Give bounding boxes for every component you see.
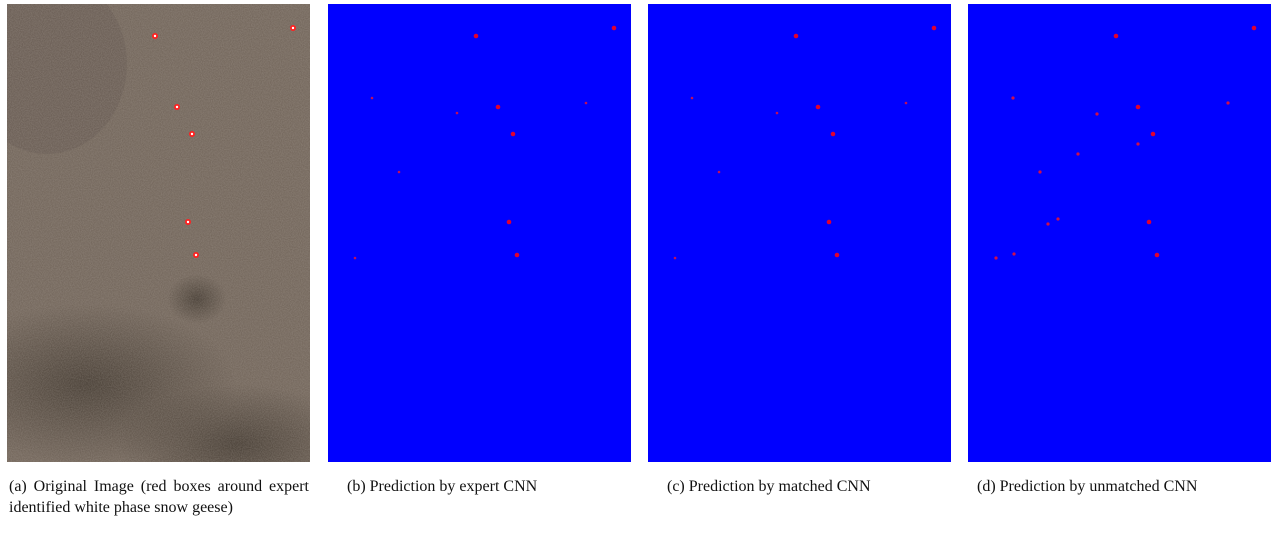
figure: (a) Original Image (red boxes around exp… — [0, 0, 1274, 546]
detection-dot — [1056, 217, 1059, 220]
detection-dot — [354, 257, 357, 260]
detection-dot — [456, 112, 459, 115]
detection-dot — [612, 26, 617, 31]
detection-dot — [905, 102, 908, 105]
detection-dot — [507, 220, 512, 225]
detection-dot — [195, 254, 197, 256]
caption: (d) Prediction by unmatched CNN — [977, 476, 1271, 497]
caption: (c) Prediction by matched CNN — [667, 476, 967, 497]
detection-dot — [816, 105, 821, 110]
detection-dot — [191, 133, 193, 135]
detection-dot — [835, 253, 840, 258]
prediction-map — [648, 4, 951, 462]
detection-dot — [515, 253, 520, 258]
prediction-image — [968, 4, 1271, 462]
detection-dot — [1076, 152, 1079, 155]
caption: (a) Original Image (red boxes around exp… — [9, 476, 309, 518]
detection-dot — [154, 35, 156, 37]
caption: (b) Prediction by expert CNN — [347, 476, 647, 497]
detection-dot — [1012, 252, 1015, 255]
aerial-photo — [7, 4, 310, 462]
detection-dot — [1136, 105, 1141, 110]
detection-dot — [718, 171, 721, 174]
detection-dot — [1155, 253, 1160, 258]
detection-dot — [994, 256, 997, 259]
detection-dot — [398, 171, 401, 174]
detection-dot — [831, 132, 836, 137]
detection-dot — [1011, 96, 1014, 99]
detection-dot — [292, 27, 294, 29]
detection-dot — [1252, 26, 1257, 31]
detection-dot — [1095, 112, 1098, 115]
prediction-map — [968, 4, 1271, 462]
prediction-map — [328, 4, 631, 462]
detection-dot — [932, 26, 937, 31]
detection-dot — [691, 97, 694, 100]
detection-dot — [1114, 34, 1119, 39]
prediction-image — [648, 4, 951, 462]
detection-dot — [827, 220, 832, 225]
detection-dot — [1226, 101, 1229, 104]
detection-dot — [674, 257, 677, 260]
prediction-image — [328, 4, 631, 462]
detection-dot — [1136, 142, 1139, 145]
detection-dot — [585, 102, 588, 105]
original-image — [7, 4, 310, 462]
detection-dot — [496, 105, 501, 110]
detection-dot — [511, 132, 516, 137]
detection-dot — [1147, 220, 1152, 225]
detection-dot — [1038, 170, 1041, 173]
detection-dot — [474, 34, 479, 39]
detection-dot — [1151, 132, 1156, 137]
detection-dot — [1046, 222, 1049, 225]
detection-dot — [776, 112, 779, 115]
detection-dot — [187, 221, 189, 223]
detection-dot — [794, 34, 799, 39]
detection-dot — [371, 97, 374, 100]
detection-dot — [176, 106, 178, 108]
